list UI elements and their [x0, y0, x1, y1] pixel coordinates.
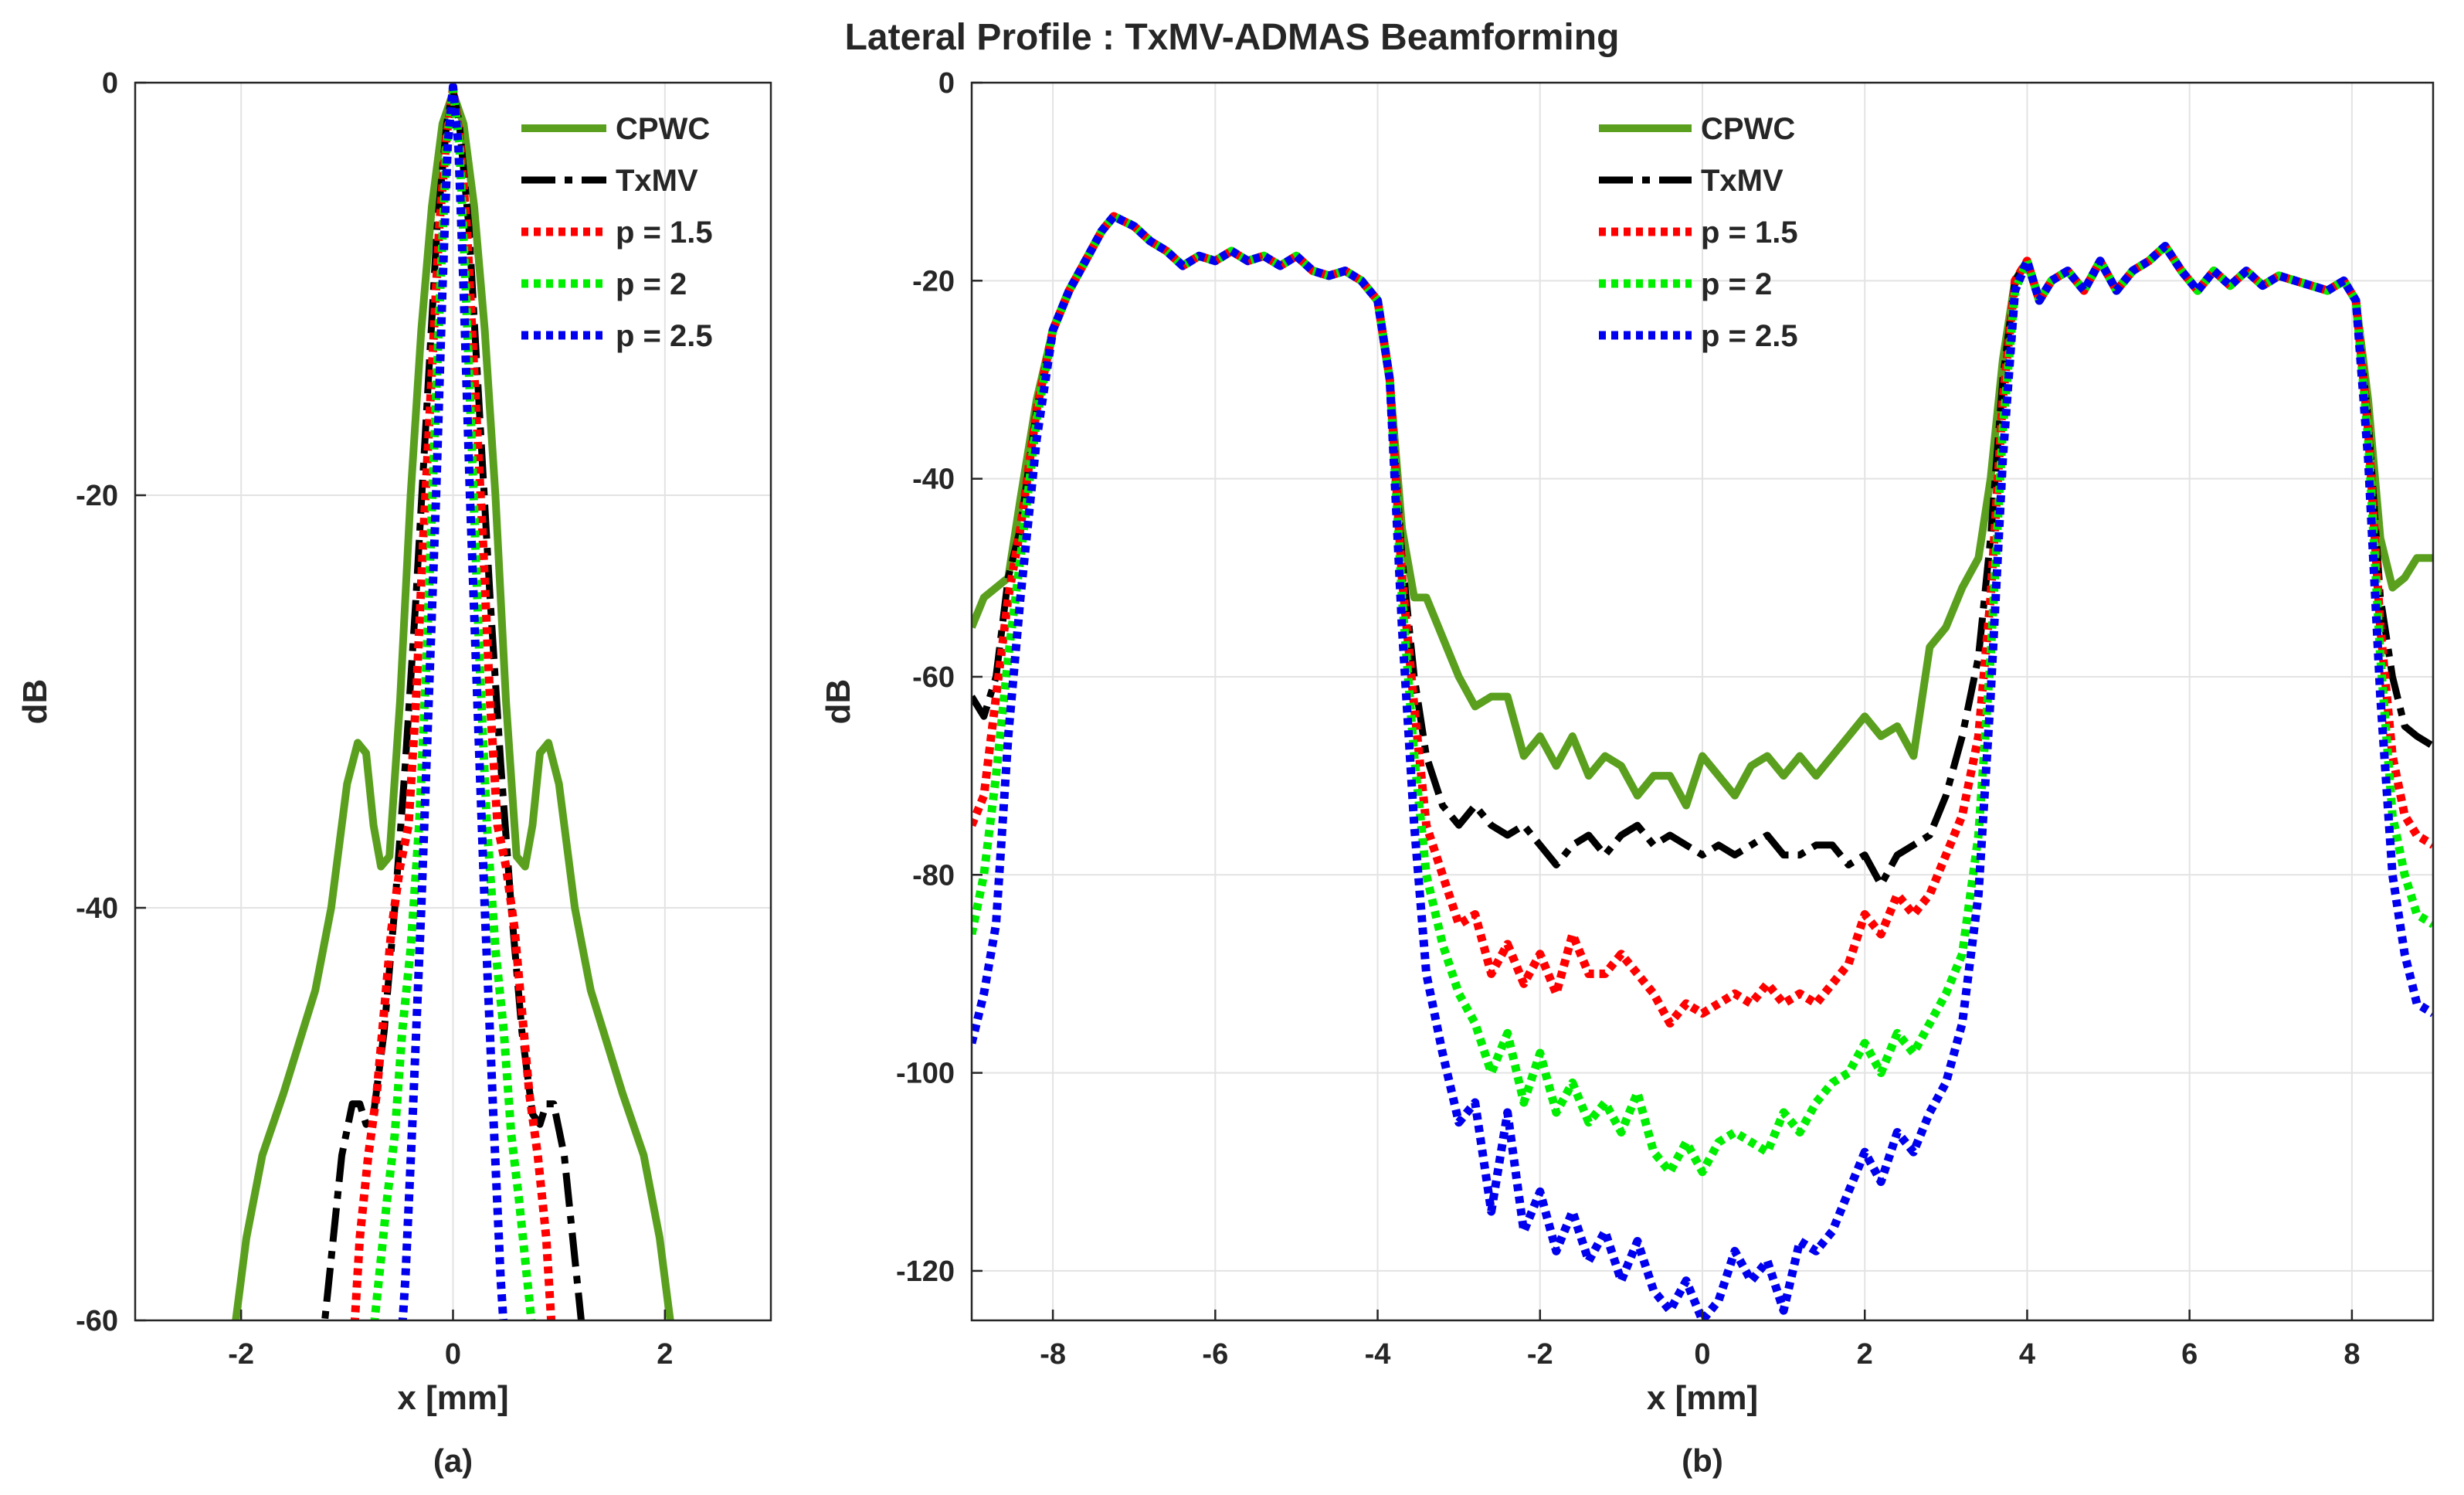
- legend-entry-label: p = 2.5: [1701, 319, 1798, 353]
- y-tick-label: -100: [896, 1058, 955, 1090]
- grid: [972, 82, 2433, 1320]
- x-tick-label: 8: [2344, 1338, 2360, 1371]
- x-tick-label: -6: [1202, 1338, 1228, 1371]
- x-tick-label: 0: [445, 1338, 461, 1371]
- legend-entry-label: p = 2: [1701, 267, 1772, 301]
- x-tick-label: -2: [228, 1338, 254, 1371]
- y-tick-label: -20: [912, 265, 955, 297]
- y-tick-label: -20: [76, 480, 118, 512]
- series-line-p-2-5: [972, 212, 2433, 1320]
- legend-entry-label: p = 2.5: [616, 319, 713, 353]
- y-tick-label: -40: [912, 464, 955, 496]
- legend-entry-label: CPWC: [1701, 112, 1795, 146]
- y-tick-label: -80: [912, 859, 955, 892]
- panel-label: (b): [1682, 1442, 1723, 1479]
- series-line-p-2-5: [398, 82, 508, 1320]
- legend: CPWC TxMV p = 1.5 p = 2 p = 2.5: [1599, 112, 1798, 353]
- legend-entry-label: TxMV: [616, 164, 698, 198]
- legend-entry-label: TxMV: [1701, 164, 1784, 198]
- x-tick-label: 4: [2019, 1338, 2035, 1371]
- x-tick-label: -8: [1040, 1338, 1066, 1371]
- y-axis-label: dB: [16, 679, 54, 725]
- y-tick-label: -40: [76, 892, 118, 925]
- y-tick-label: 0: [938, 67, 955, 100]
- legend-entry-label: p = 1.5: [616, 216, 713, 250]
- figure-title: Lateral Profile : TxMV-ADMAS Beamforming: [845, 17, 1620, 58]
- x-axis-label: x [mm]: [1647, 1379, 1758, 1417]
- x-axis-label: x [mm]: [397, 1379, 508, 1417]
- y-tick-label: 0: [102, 67, 118, 100]
- y-tick-label: -60: [912, 661, 955, 694]
- y-tick-label: -120: [896, 1255, 955, 1288]
- series-group: [972, 212, 2433, 1320]
- x-tick-label: 6: [2181, 1338, 2198, 1371]
- x-tick-label: 0: [1694, 1338, 1710, 1371]
- x-tick-label: -2: [1527, 1338, 1553, 1371]
- x-tick-label: 2: [1857, 1338, 1873, 1371]
- legend-entry-label: CPWC: [616, 112, 710, 146]
- legend: CPWC TxMV p = 1.5 p = 2 p = 2.5: [521, 112, 713, 353]
- y-axis-label: dB: [820, 679, 857, 725]
- legend-entry-label: p = 2: [616, 267, 687, 301]
- panel-label: (a): [433, 1442, 473, 1479]
- x-tick-label: -4: [1365, 1338, 1391, 1371]
- x-tick-label: 2: [657, 1338, 673, 1371]
- y-tick-label: -60: [76, 1305, 118, 1337]
- series-group: [232, 82, 674, 1320]
- legend-entry-label: p = 1.5: [1701, 216, 1798, 250]
